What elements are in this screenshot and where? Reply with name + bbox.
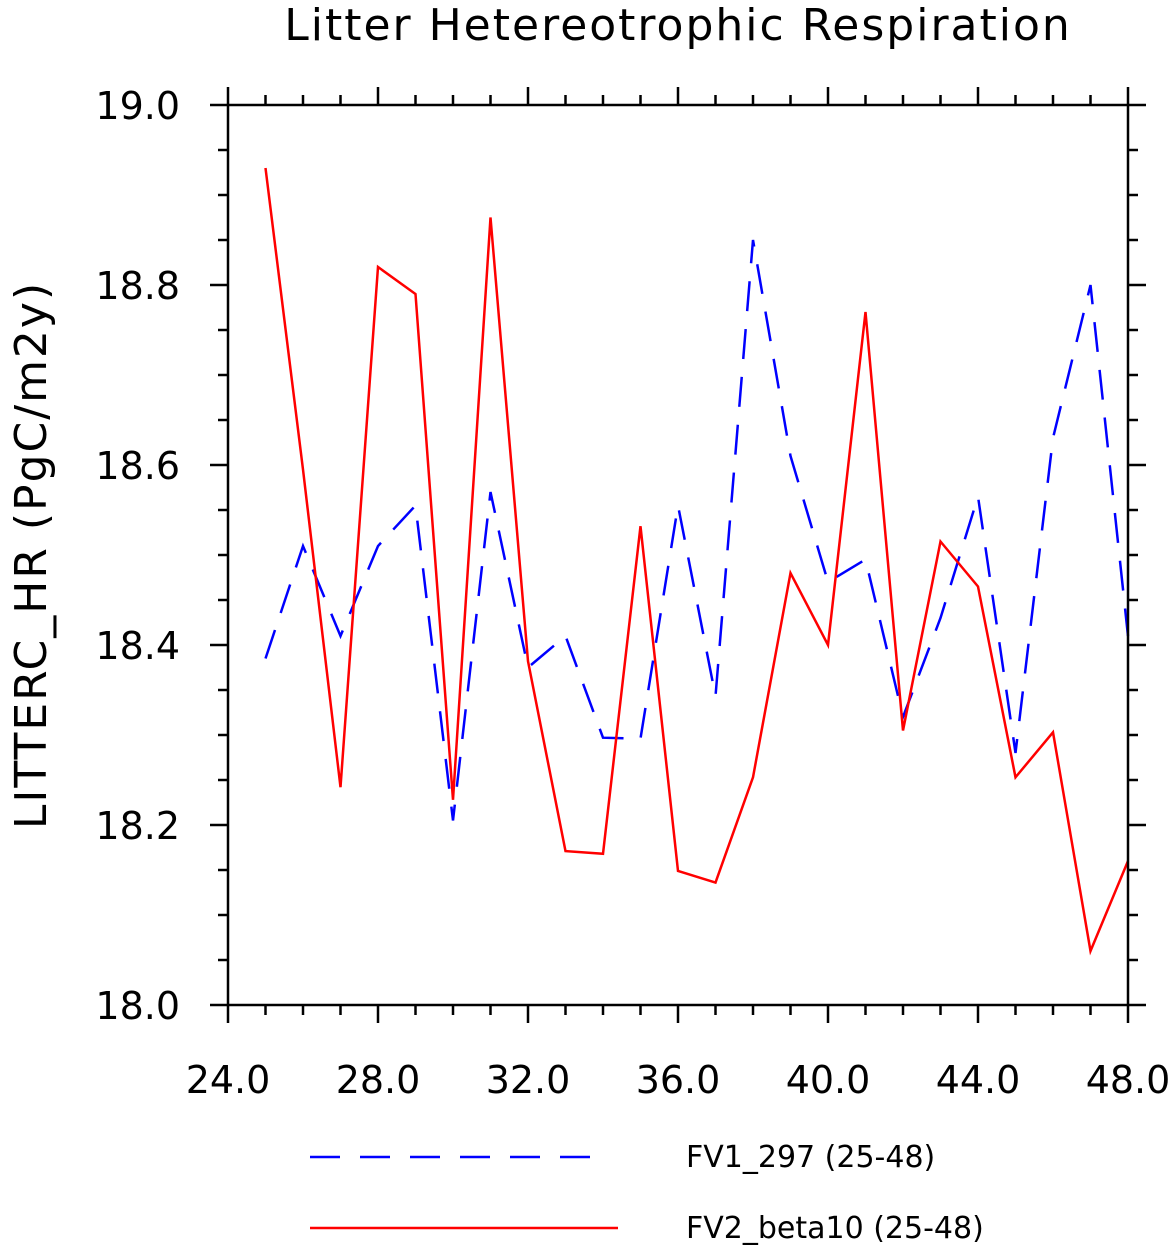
ticks-layer [210,87,1146,1023]
x-tick-label: 40.0 [786,1058,871,1102]
x-tick-label: 28.0 [336,1058,421,1102]
x-tick-label: 36.0 [636,1058,721,1102]
x-tick-label: 32.0 [486,1058,571,1102]
legend-label-fv1: FV1_297 (25-48) [686,1140,935,1175]
x-tick-label: 48.0 [1086,1058,1171,1102]
y-tick-label: 18.4 [95,624,180,668]
y-tick-label: 18.6 [95,444,180,488]
chart-title: Litter Hetereotrophic Respiration [284,0,1072,51]
series-layer [264,167,1130,956]
legend-label-fv2: FV2_beta10 (25-48) [686,1211,984,1246]
series-line-0 [264,239,1130,821]
y-tick-label: 18.8 [95,264,180,308]
tick-labels-layer: 24.0 28.0 32.0 36.0 40.0 44.0 48.0 18.0 18.2 18.4… [95,84,1170,1102]
y-tick-label: 19.0 [95,84,180,128]
x-tick-label: 24.0 [186,1058,271,1102]
y-tick-label: 18.2 [95,804,180,848]
y-tick-label: 18.0 [95,984,180,1028]
series-line-1 [264,167,1130,956]
y-axis-label: LITTERC_HR (PgC/m2y) [6,281,57,829]
legend: FV1_297 (25-48) FV2_beta10 (25-48) [310,1140,984,1246]
x-tick-label: 44.0 [936,1058,1021,1102]
